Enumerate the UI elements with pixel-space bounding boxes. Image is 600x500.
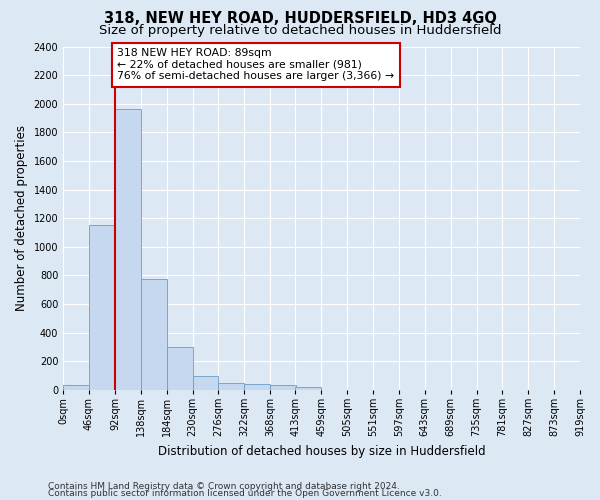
X-axis label: Distribution of detached houses by size in Huddersfield: Distribution of detached houses by size … [158,444,485,458]
Bar [115,110,141,390]
Bar [63,385,89,390]
Bar [270,385,296,390]
Text: Contains HM Land Registry data © Crown copyright and database right 2024.: Contains HM Land Registry data © Crown c… [48,482,400,491]
Bar [193,376,218,390]
Bar [218,382,244,390]
Bar [295,387,322,390]
Bar [89,226,115,390]
Text: 318 NEW HEY ROAD: 89sqm
← 22% of detached houses are smaller (981)
76% of semi-d: 318 NEW HEY ROAD: 89sqm ← 22% of detache… [117,48,394,81]
Text: Contains public sector information licensed under the Open Government Licence v3: Contains public sector information licen… [48,490,442,498]
Y-axis label: Number of detached properties: Number of detached properties [15,125,28,311]
Text: Size of property relative to detached houses in Huddersfield: Size of property relative to detached ho… [99,24,501,37]
Bar [167,347,193,390]
Bar [244,384,270,390]
Bar [141,279,167,390]
Text: 318, NEW HEY ROAD, HUDDERSFIELD, HD3 4GQ: 318, NEW HEY ROAD, HUDDERSFIELD, HD3 4GQ [104,11,496,26]
